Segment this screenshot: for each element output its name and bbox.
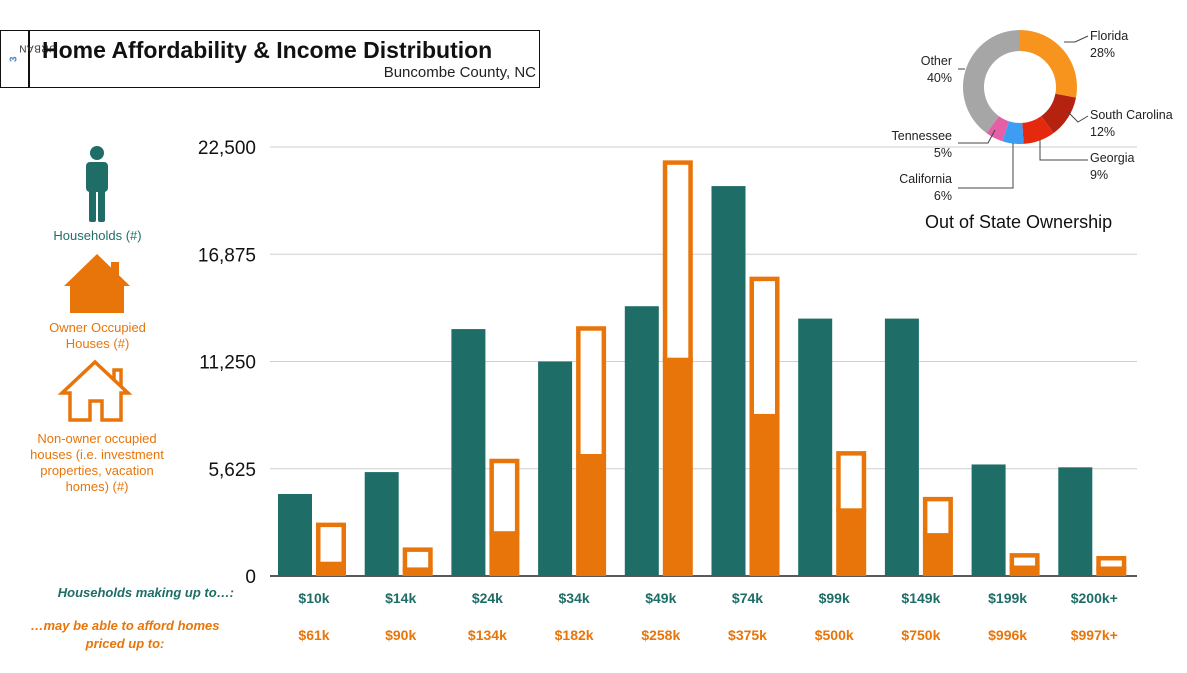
non-owner-occupied-bar <box>489 458 520 536</box>
household-bar <box>1058 467 1093 576</box>
income-tick-label: $14k <box>385 590 416 606</box>
income-tick-label: $24k <box>472 590 503 606</box>
non-owner-occupied-bar <box>922 496 953 538</box>
income-tick-label: $200k+ <box>1071 590 1118 606</box>
leader-line-california <box>958 143 1014 189</box>
price-tick-label: $258k <box>641 627 680 643</box>
owner-occupied-bar <box>836 508 867 576</box>
y-tick-label: 16,875 <box>198 245 256 266</box>
donut-label-south-carolina: South Carolina 12% <box>1090 108 1173 139</box>
house-filled-icon <box>64 254 130 313</box>
owner-occupied-bar <box>1096 566 1127 576</box>
legend-owner-occupied-label: Owner Occupied Houses (#) <box>49 320 146 351</box>
price-tick-label: $134k <box>468 627 507 643</box>
price-tick-label: $375k <box>728 627 767 643</box>
non-owner-occupied-bar <box>402 547 433 572</box>
owner-occupied-bar <box>662 357 693 576</box>
leader-line-florida <box>1064 35 1089 43</box>
household-bar <box>451 329 486 576</box>
price-tick-label: $996k <box>988 627 1027 643</box>
leader-line-south-carolina <box>1067 111 1089 123</box>
household-bar <box>364 472 399 576</box>
income-tick-label: $74k <box>732 590 763 606</box>
household-bar <box>278 494 312 576</box>
leader-line-georgia <box>1039 140 1088 161</box>
legend-icons <box>57 146 133 422</box>
price-tick-label: $750k <box>901 627 940 643</box>
brand-logo: URBAN 3 <box>0 30 56 88</box>
non-owner-occupied-bar <box>836 451 867 513</box>
donut-label-other: Other 40% <box>920 54 952 85</box>
chart-subtitle: Buncombe County, NC <box>383 64 536 81</box>
donut-slice <box>1041 93 1076 134</box>
owner-occupied-bar <box>749 413 780 576</box>
legend-households-label: Households (#) <box>53 228 142 243</box>
household-bar <box>538 361 573 576</box>
owner-occupied-bar <box>576 453 607 576</box>
non-owner-occupied-bar <box>576 326 607 459</box>
leader-line-tennessee <box>958 129 996 144</box>
non-owner-occupied-bar <box>662 160 693 363</box>
price-tick-label: $61k <box>298 627 329 643</box>
owner-occupied-bar <box>1009 565 1040 576</box>
non-owner-occupied-bar <box>749 276 780 419</box>
y-tick-label: 5,625 <box>208 460 256 481</box>
income-tick-label: $199k <box>988 590 1027 606</box>
donut-slice <box>963 30 1020 134</box>
y-tick-label: 0 <box>245 567 256 588</box>
income-tick-label: $10k <box>298 590 329 606</box>
y-tick-label: 22,500 <box>198 138 256 159</box>
owner-occupied-bar <box>489 531 520 576</box>
household-bar <box>798 318 833 576</box>
donut-slice <box>1022 116 1054 144</box>
y-tick-label: 11,250 <box>199 353 256 374</box>
price-tick-label: $997k+ <box>1071 627 1118 643</box>
afford-row-label: …may be able to afford homes priced up t… <box>30 618 220 651</box>
donut-title: Out of State Ownership <box>925 212 1113 232</box>
chart-title: Home Affordability & Income Distribution <box>42 37 493 63</box>
household-bar <box>971 464 1006 576</box>
donut-slice <box>1020 30 1077 98</box>
legend-non-owner-label: Non-owner occupied houses (i.e. investme… <box>30 431 164 494</box>
house-outline-icon <box>57 359 133 422</box>
donut-label-tennessee: Tennessee 5% <box>891 129 952 160</box>
person-icon <box>86 146 108 222</box>
price-tick-label: $500k <box>815 627 854 643</box>
income-tick-label: $49k <box>645 590 676 606</box>
income-tick-label: $149k <box>901 590 940 606</box>
title-box <box>0 30 540 88</box>
donut-label-california: California 6% <box>899 172 952 203</box>
non-owner-occupied-bar <box>1096 555 1127 571</box>
non-owner-occupied-bar <box>1009 553 1040 571</box>
household-bar <box>884 318 919 576</box>
price-tick-label: $182k <box>555 627 594 643</box>
donut-label-florida: Florida 28% <box>1090 29 1129 60</box>
non-owner-occupied-bar <box>316 522 346 567</box>
donut-label-georgia: Georgia 9% <box>1090 151 1135 182</box>
income-tick-label: $34k <box>559 590 590 606</box>
income-row-label: Households making up to…: <box>57 585 234 600</box>
household-bar <box>711 186 746 576</box>
income-tick-label: $99k <box>819 590 850 606</box>
price-tick-label: $90k <box>385 627 416 643</box>
owner-occupied-bar <box>922 533 953 576</box>
donut-slice <box>1002 121 1024 144</box>
household-bar <box>624 306 659 576</box>
